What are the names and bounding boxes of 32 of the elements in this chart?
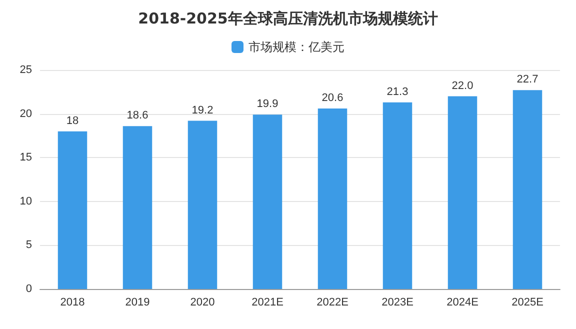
bar <box>188 120 218 289</box>
y-tick-label: 20 <box>20 108 32 120</box>
data-label: 20.6 <box>322 92 344 104</box>
data-label: 18 <box>66 114 79 127</box>
legend-label: 市场规模：亿美元 <box>248 40 344 54</box>
data-label: 22.0 <box>452 80 474 92</box>
bar <box>512 90 542 289</box>
x-tick-label: 2024E <box>446 296 478 308</box>
x-tick-label: 2022E <box>316 296 348 308</box>
x-tick-label: 2018 <box>60 296 85 308</box>
bar <box>252 114 282 289</box>
x-tick-label: 2021E <box>252 296 284 308</box>
x-tick-label: 2023E <box>382 296 414 308</box>
y-tick-label: 10 <box>20 195 32 208</box>
bar <box>58 131 88 289</box>
y-tick-label: 25 <box>20 64 32 76</box>
x-tick-label: 2025E <box>512 296 544 308</box>
bar <box>122 126 152 289</box>
y-tick-label: 0 <box>26 283 32 295</box>
data-label: 19.2 <box>192 104 214 116</box>
y-tick-label: 15 <box>20 152 32 164</box>
data-label: 22.7 <box>516 74 538 86</box>
data-label: 19.9 <box>256 98 278 110</box>
bar <box>382 102 412 289</box>
bar <box>448 96 478 289</box>
x-tick-label: 2019 <box>125 296 150 308</box>
data-label: 18.6 <box>126 110 148 122</box>
bar <box>318 108 348 289</box>
x-tick-label: 2020 <box>190 296 215 308</box>
data-label: 21.3 <box>386 86 408 98</box>
y-tick-label: 5 <box>26 239 32 252</box>
chart-title: 2018-2025年全球高压清洗机市场规模统计 <box>138 10 438 28</box>
